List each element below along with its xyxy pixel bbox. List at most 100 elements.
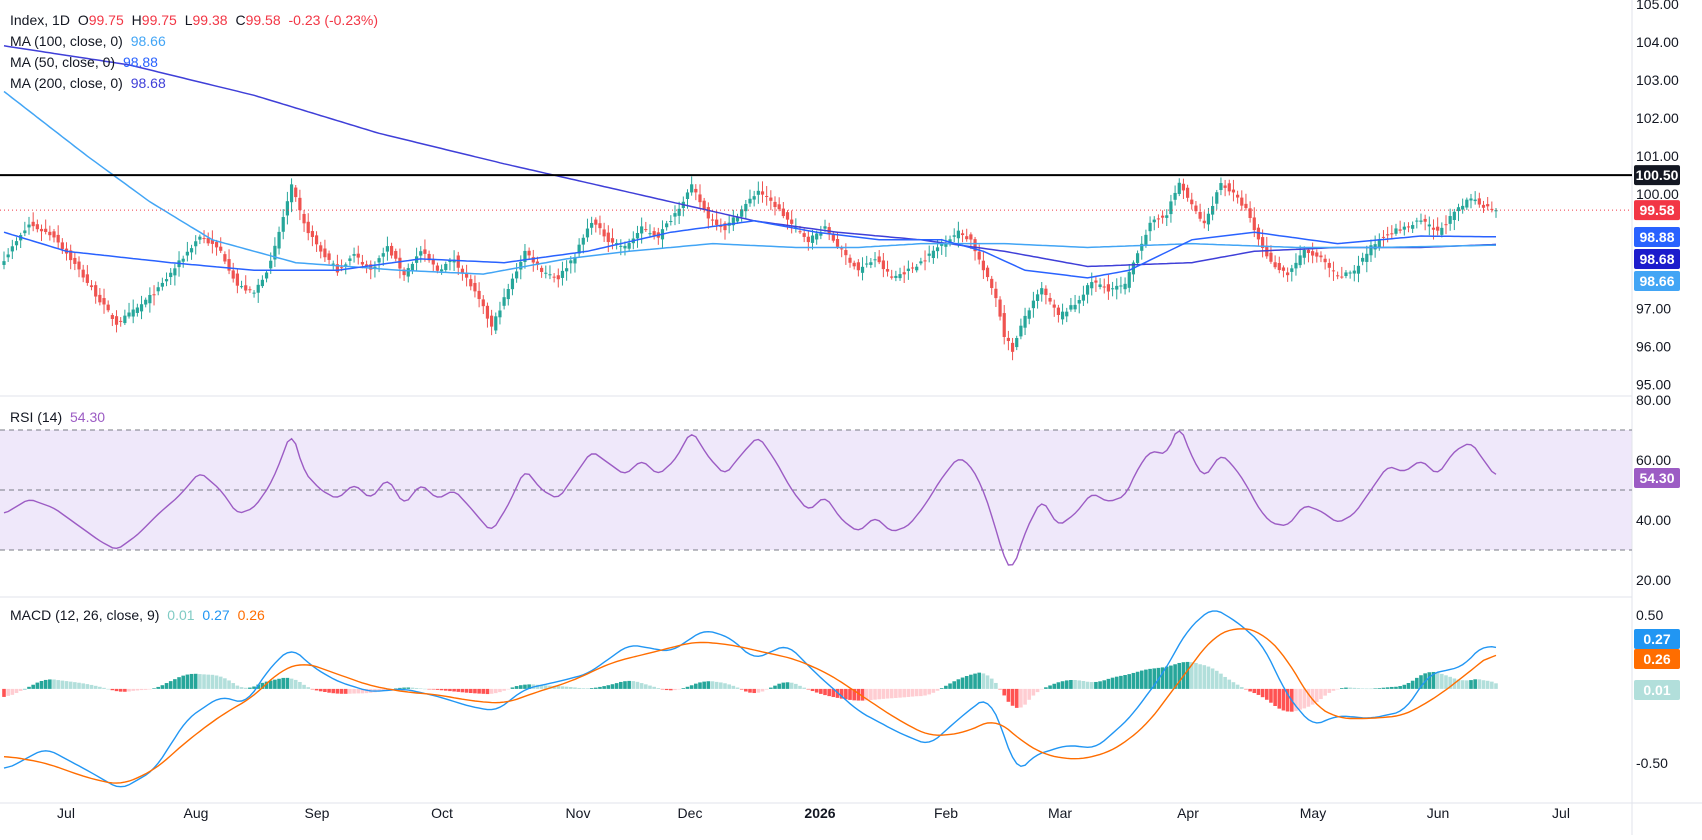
macd-histogram-bar <box>360 688 365 694</box>
macd-histogram-bar <box>785 682 790 689</box>
candle <box>731 217 735 226</box>
candle <box>331 263 335 265</box>
candle <box>419 251 423 256</box>
candle <box>960 233 965 236</box>
macd-histogram-bar <box>806 688 811 690</box>
candle <box>1085 285 1090 295</box>
candle <box>519 261 523 270</box>
time-tick-label: Nov <box>566 805 591 821</box>
macd-histogram-bar <box>110 688 115 691</box>
candle <box>152 294 156 296</box>
macd-histogram-bar <box>864 688 869 701</box>
macd-histogram-bar <box>1039 688 1044 690</box>
candle <box>635 232 640 239</box>
candle <box>640 226 644 234</box>
macd-histogram-bar <box>1123 675 1127 689</box>
candle <box>973 239 977 252</box>
candle <box>702 200 706 210</box>
macd-histogram-bar <box>681 688 686 689</box>
candle <box>1352 270 1356 274</box>
macd-histogram-bar <box>1431 671 1436 689</box>
macd-histogram-bar <box>560 686 565 689</box>
ma200-line <box>3 45 1497 268</box>
macd-histogram-bar <box>1085 681 1090 689</box>
macd-histogram-bar <box>760 688 765 692</box>
macd-histogram-bar <box>1210 668 1215 689</box>
candle <box>1298 255 1302 266</box>
macd-histogram-bar <box>869 688 873 701</box>
macd-histogram-bar <box>960 677 965 689</box>
candle <box>1465 199 1469 208</box>
macd-histogram-bar <box>677 688 681 690</box>
macd-histogram-bar <box>1273 688 1277 706</box>
candle <box>856 262 860 271</box>
macd-histogram-bar <box>644 684 648 689</box>
candle <box>1244 203 1248 209</box>
candle <box>248 289 252 291</box>
macd-histogram-bar <box>1098 681 1102 689</box>
candle <box>502 297 506 306</box>
macd-legend: MACD (12, 26, close, 9) 0.01 0.27 0.26 <box>10 605 269 625</box>
candle <box>1190 199 1194 205</box>
macd-histogram-bar <box>1448 676 1452 689</box>
candle <box>1090 282 1094 289</box>
macd-histogram-bar <box>1027 688 1032 700</box>
signal-tag-bg <box>1634 649 1680 669</box>
candle <box>156 287 160 292</box>
macd-histogram-bar <box>518 685 523 689</box>
macd-histogram-bar <box>31 684 35 689</box>
macd-histogram-bar <box>231 683 236 689</box>
candle <box>398 257 402 269</box>
candle <box>881 260 885 270</box>
candle <box>940 243 944 246</box>
candle <box>410 263 415 272</box>
candle <box>460 268 465 273</box>
macd-histogram-bar <box>302 684 306 689</box>
macd-histogram-bar <box>418 688 423 689</box>
macd-histogram-bar <box>1402 684 1407 689</box>
macd-tag-bg <box>1634 629 1680 649</box>
time-tick-label: Feb <box>934 805 958 821</box>
macd-histogram-bar <box>1356 688 1361 689</box>
candle <box>1486 204 1490 207</box>
candle <box>456 255 460 268</box>
candle <box>848 257 852 263</box>
candle <box>56 234 60 243</box>
candle <box>719 225 723 227</box>
macd-histogram-bar <box>181 675 186 689</box>
candle <box>994 288 998 299</box>
macd-histogram-bar <box>723 683 727 689</box>
price-tick-label: 103.00 <box>1636 72 1679 88</box>
macd-histogram-bar <box>298 681 302 689</box>
macd-histogram-bar <box>856 688 861 701</box>
macd-histogram-bar <box>485 688 490 695</box>
candle <box>285 201 289 216</box>
candle <box>619 245 623 247</box>
macd-histogram-bar <box>1014 688 1019 708</box>
macd-histogram-bar <box>1302 688 1307 709</box>
candle <box>652 231 656 236</box>
candle <box>123 315 127 324</box>
candle <box>1494 210 1498 212</box>
macd-histogram-bar <box>248 687 252 689</box>
macd-histogram-bar <box>1081 680 1086 689</box>
macd-histogram-bar <box>439 688 444 691</box>
macd-histogram-bar <box>410 687 415 689</box>
macd-histogram-bar <box>156 686 161 689</box>
macd-histogram-bar <box>994 682 998 689</box>
candle <box>577 244 581 254</box>
resistance-tag-bg <box>1634 165 1680 186</box>
candle <box>985 267 990 278</box>
candle <box>435 265 440 271</box>
macd-histogram-bar <box>619 681 623 689</box>
macd-histogram-bar <box>602 686 606 689</box>
macd-histogram-bar <box>281 677 286 689</box>
time-tick-label: Oct <box>431 805 453 821</box>
time-tick-label: Jul <box>57 805 75 821</box>
candle <box>1031 300 1035 309</box>
macd-histogram-bar <box>1248 688 1252 692</box>
macd-histogram-bar <box>1148 668 1152 689</box>
macd-histogram-bar <box>639 683 644 689</box>
